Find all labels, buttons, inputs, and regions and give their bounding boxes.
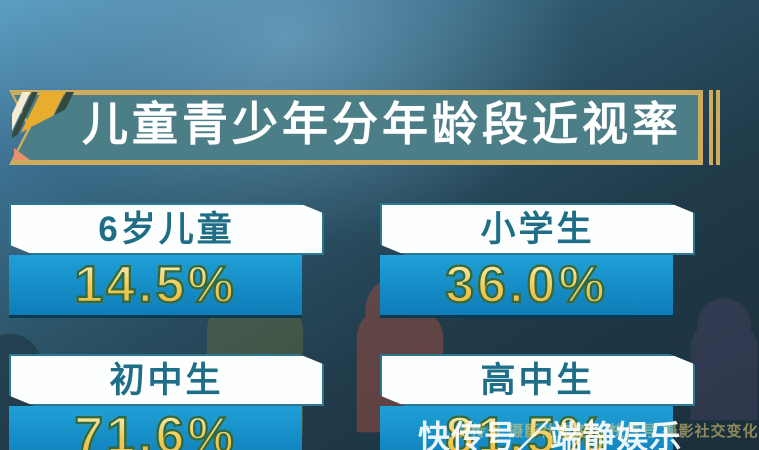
svg-text:儿童青少年分年龄段近视率: 儿童青少年分年龄段近视率 [82,98,682,150]
